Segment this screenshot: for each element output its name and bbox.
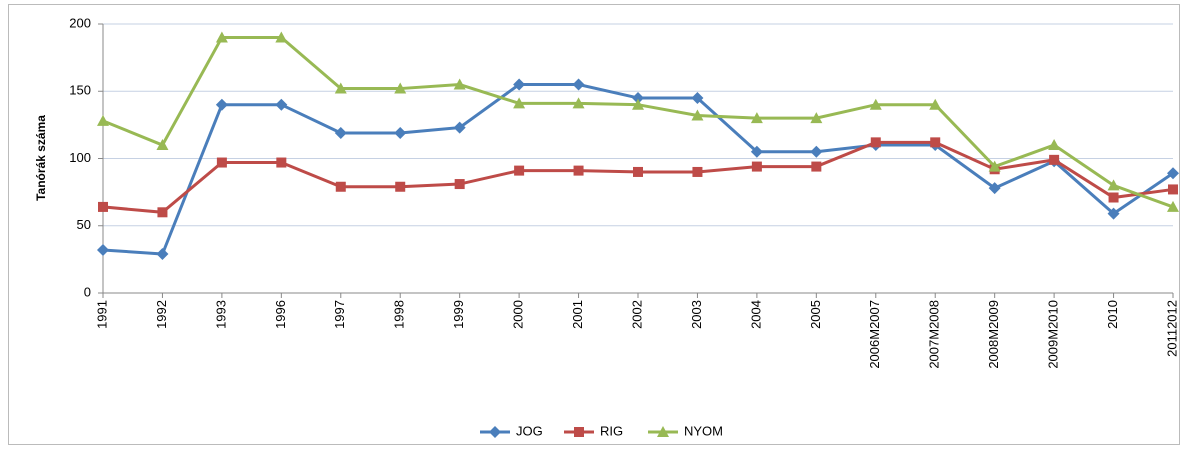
point-marker [394, 126, 407, 139]
point-marker [513, 78, 526, 91]
chart-border [8, 4, 1180, 445]
point-marker [929, 98, 942, 110]
point-marker [334, 126, 347, 139]
point-marker [751, 161, 762, 172]
point-marker [573, 165, 584, 176]
point-marker [275, 98, 288, 111]
y-tick-label: 0 [84, 284, 91, 299]
point-marker [453, 78, 466, 90]
point-marker [1049, 154, 1060, 165]
point-marker [988, 160, 1001, 172]
x-tick-label: 2007M2008 [927, 300, 942, 369]
point-marker [395, 181, 406, 192]
point-marker [335, 181, 346, 192]
x-tick-label: 1997 [332, 300, 347, 329]
point-marker [453, 121, 466, 134]
x-tick-label: 2004 [748, 300, 763, 329]
x-tick-label: 2008M2009 [986, 300, 1001, 369]
series-line [102, 140, 1174, 214]
point-marker [572, 97, 585, 109]
x-tick-label: 1991 [94, 300, 109, 329]
legend-label: NYOM [684, 423, 723, 438]
x-tick-label: 1992 [154, 300, 169, 329]
point-marker [1048, 139, 1061, 151]
point-marker [334, 82, 347, 94]
legend-marker [657, 426, 669, 437]
point-marker [869, 98, 882, 110]
point-marker [930, 137, 941, 148]
point-marker [97, 114, 109, 126]
point-marker [216, 157, 227, 168]
x-tick-label: 2009M2010 [1046, 300, 1061, 369]
legend-marker [489, 426, 501, 438]
point-marker [1167, 200, 1179, 212]
y-tick-label: 200 [69, 15, 91, 30]
point-marker [691, 91, 704, 104]
point-marker [275, 31, 288, 43]
x-tick-label: 2002 [629, 300, 644, 329]
x-tick-label: 1998 [392, 300, 407, 329]
x-tick-label: 2001 [570, 300, 585, 329]
point-marker [156, 247, 169, 260]
point-marker [1108, 192, 1119, 203]
y-tick-label: 150 [69, 83, 91, 98]
x-tick-label: 2006M2007 [867, 300, 882, 369]
x-tick-label: 1999 [451, 300, 466, 329]
point-marker [572, 78, 585, 91]
x-tick-label: 1993 [213, 300, 228, 329]
point-marker [1167, 167, 1179, 180]
point-marker [215, 31, 228, 43]
x-tick-label: 2000 [511, 300, 526, 329]
point-marker [633, 166, 643, 177]
point-marker [750, 145, 763, 158]
y-tick-label: 50 [77, 217, 91, 232]
point-marker [156, 139, 169, 151]
point-marker [97, 243, 109, 256]
point-marker [811, 161, 822, 172]
point-marker [632, 98, 644, 110]
x-tick-label: 20112012 [1164, 300, 1179, 357]
legend-label: RIG [600, 423, 623, 438]
point-marker [454, 179, 465, 190]
x-tick-label: 2003 [689, 300, 704, 329]
point-marker [513, 97, 526, 109]
y-axis-title: Tanórák száma [34, 115, 48, 201]
point-marker [215, 98, 228, 111]
x-tick-label: 2010 [1105, 300, 1120, 329]
point-marker [1168, 184, 1178, 195]
point-marker [810, 145, 823, 158]
x-tick-label: 1996 [273, 300, 288, 329]
legend-label: JOG [516, 423, 543, 438]
point-marker [988, 182, 1001, 195]
y-tick-label: 100 [69, 150, 91, 165]
point-marker [691, 109, 704, 121]
point-marker [394, 82, 407, 94]
point-marker [98, 201, 108, 212]
point-marker [810, 112, 823, 124]
point-marker [1107, 179, 1120, 191]
legend-marker [574, 427, 584, 437]
point-marker [514, 165, 525, 176]
point-marker [276, 157, 287, 168]
point-marker [750, 112, 763, 124]
point-marker [692, 166, 703, 177]
point-marker [870, 137, 881, 148]
point-marker [1107, 207, 1120, 220]
point-marker [157, 207, 168, 218]
x-tick-label: 2005 [808, 300, 823, 329]
point-marker [632, 91, 644, 104]
